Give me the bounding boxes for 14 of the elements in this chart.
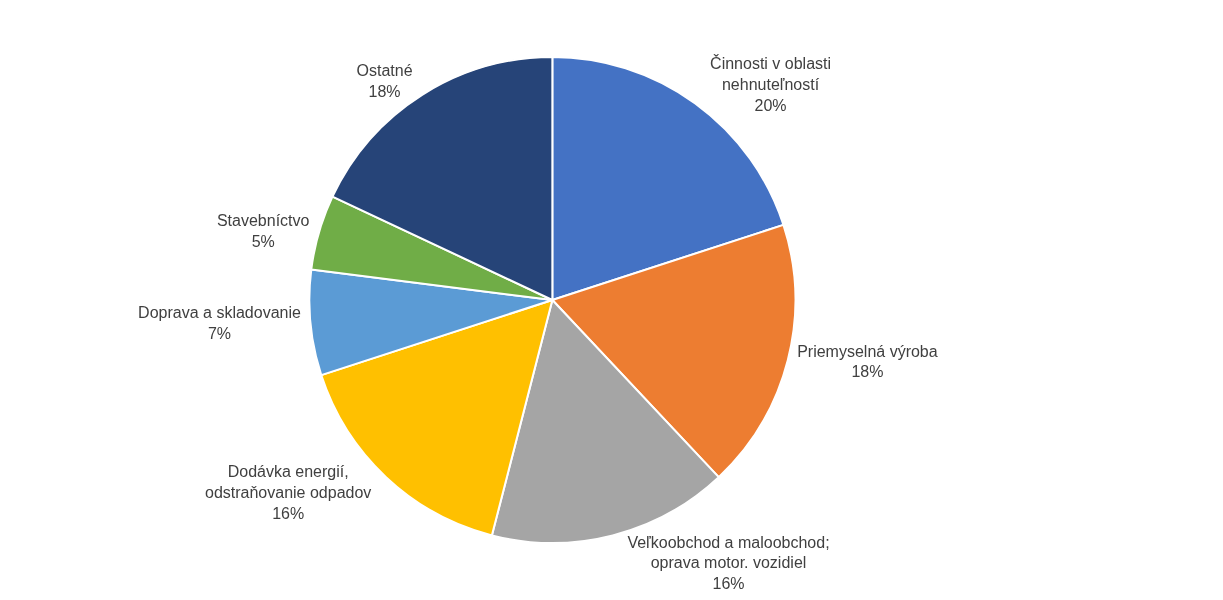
data-label: 18% — [368, 83, 401, 101]
slice-label: Priemyselná výroba — [797, 342, 938, 360]
data-label: 7% — [207, 324, 232, 342]
slice-label: Činnosti v oblasti nehnuteľností — [710, 54, 832, 93]
slice-label: Ostatné — [356, 62, 413, 80]
slice-label: Doprava a skladovanie — [138, 304, 301, 322]
data-label: 20% — [754, 96, 787, 114]
data-label: 18% — [851, 363, 884, 381]
slice-label: Dodávka energií, odstraňovanie odpadov — [205, 463, 372, 502]
slice-label: Veľkoobchod a maloobchod; oprava motor. vozidiel — [627, 533, 830, 572]
slice-label: Stavebníctvo — [216, 211, 310, 229]
data-label: 5% — [251, 232, 275, 250]
data-label: 16% — [712, 575, 745, 593]
data-label: 16% — [272, 505, 305, 523]
